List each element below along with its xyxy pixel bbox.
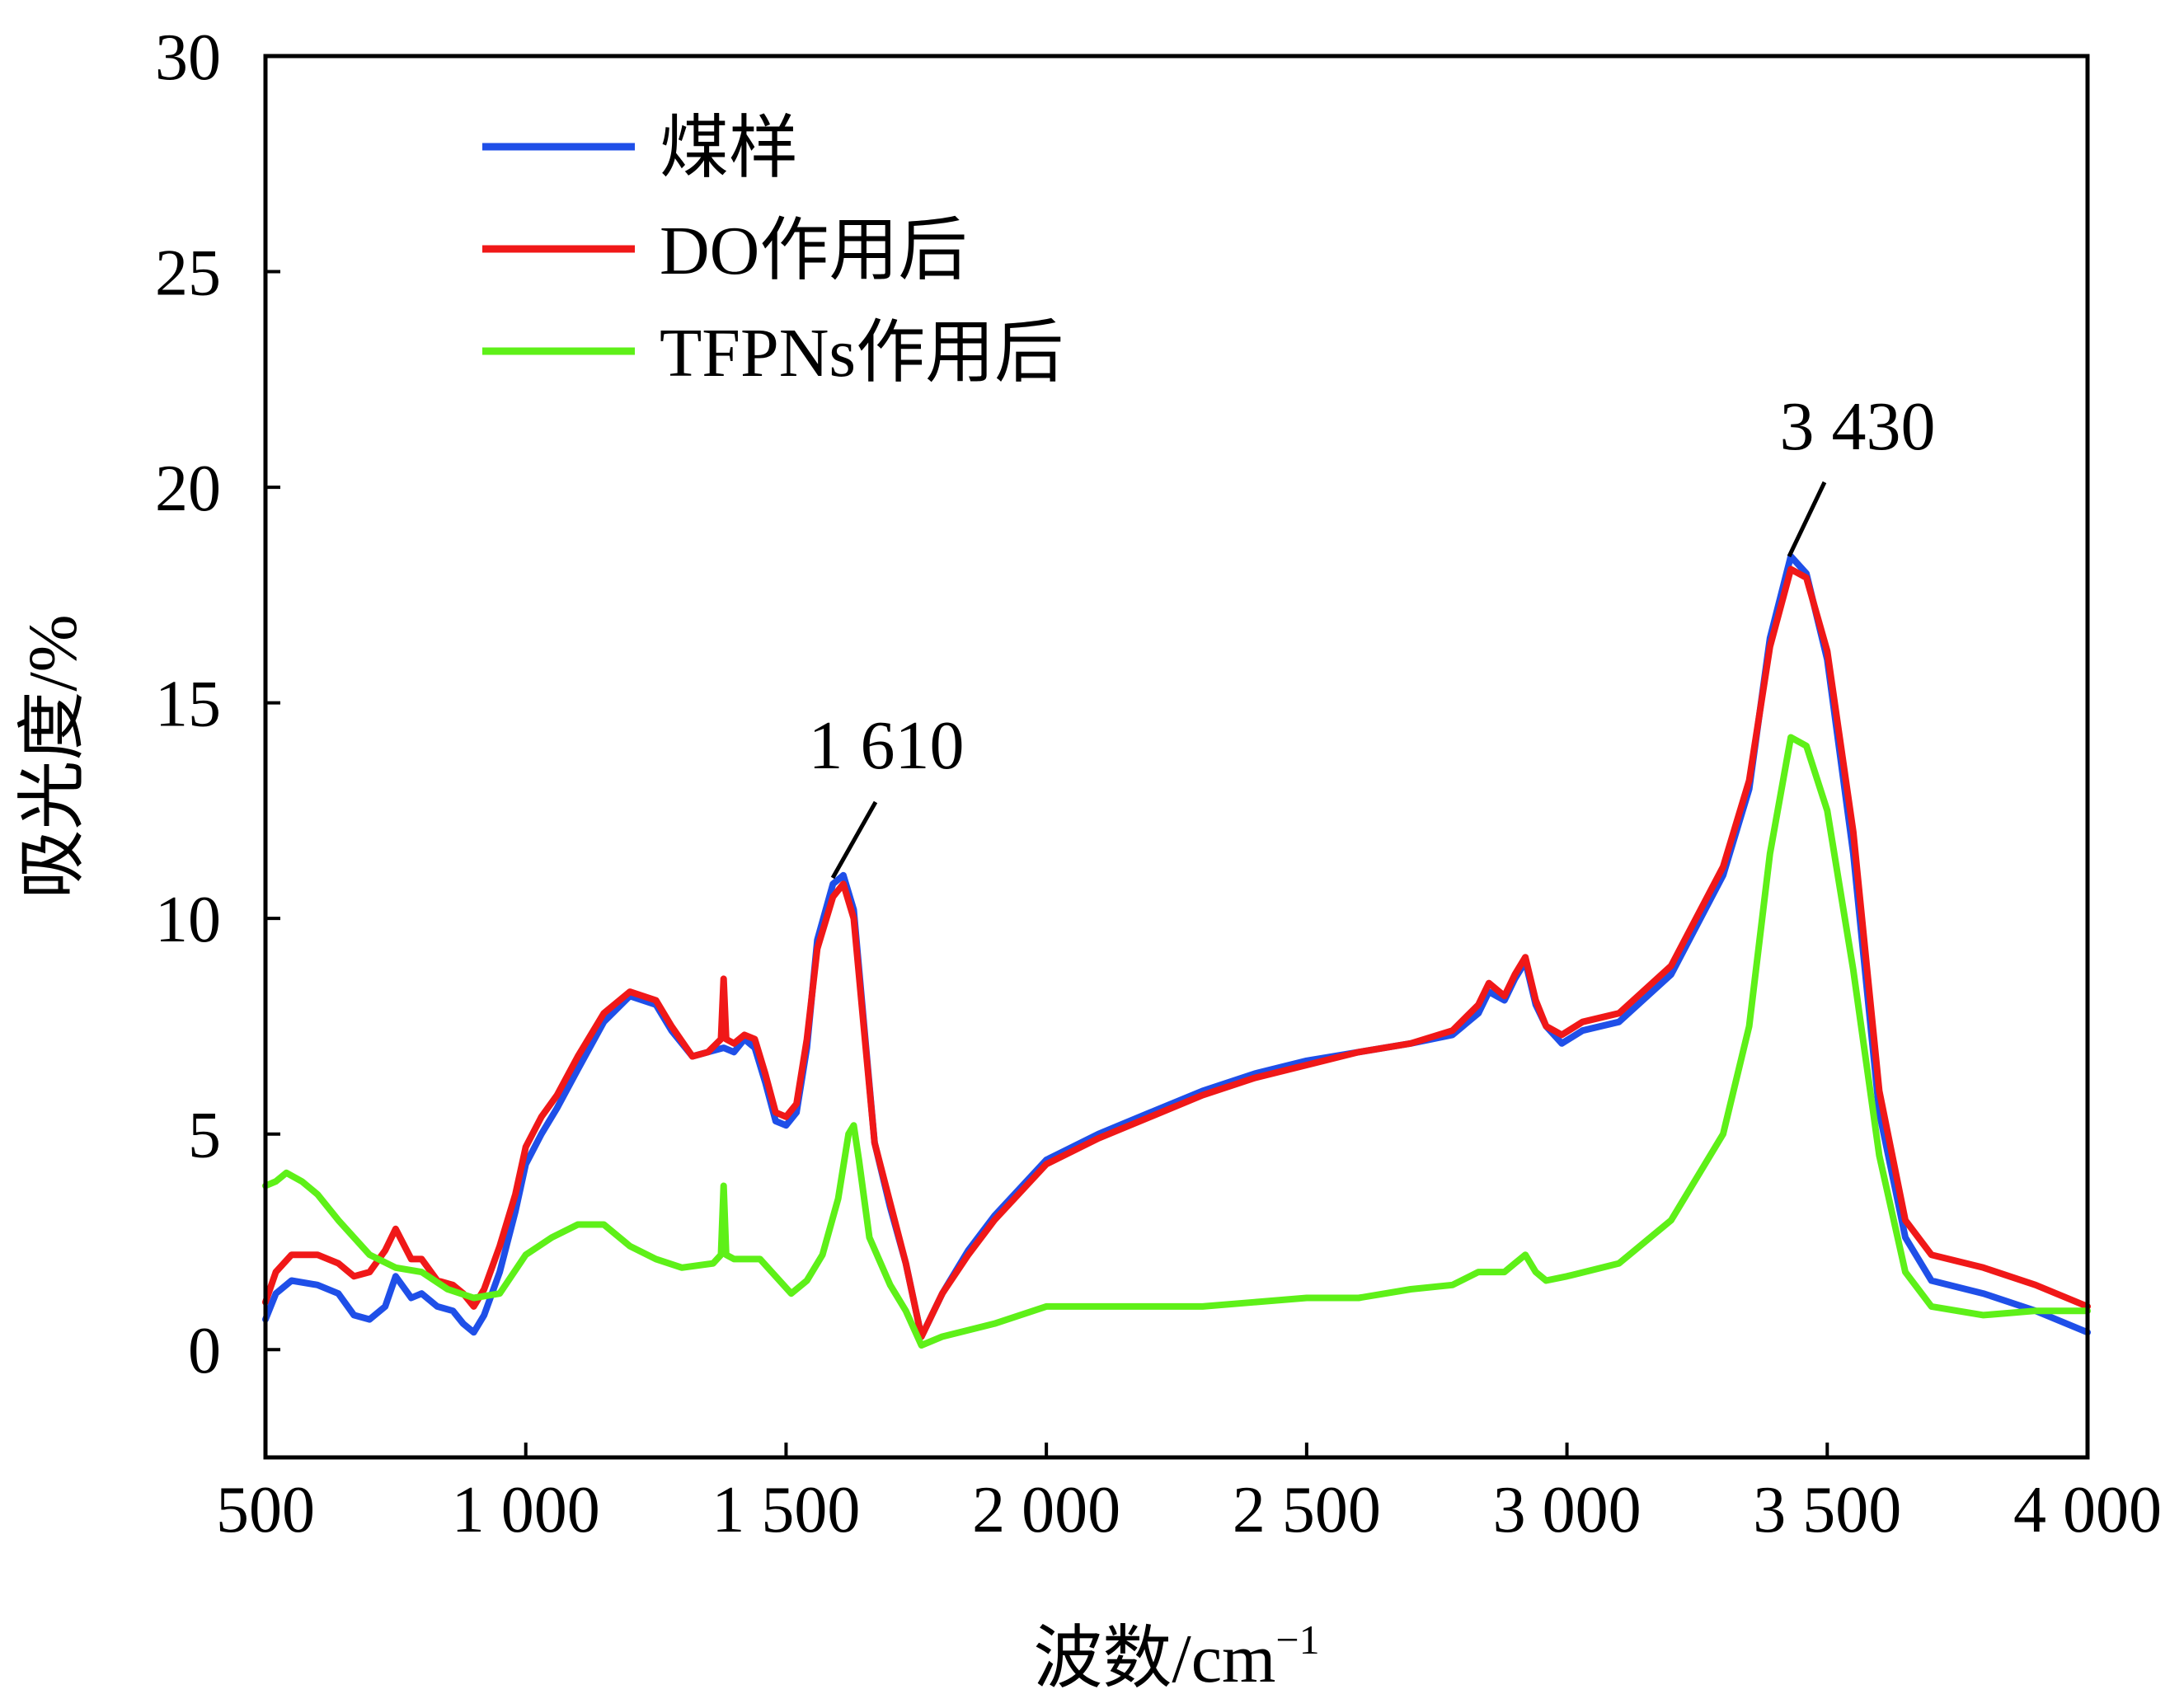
x-tick-label: 3 500 [1753, 1474, 1901, 1546]
y-tick-label: 15 [155, 669, 221, 741]
x-tick-label: 500 [216, 1474, 315, 1546]
x-axis-title: 波数/cm−1 [1033, 1616, 1319, 1697]
x-tick-label: 3 000 [1493, 1474, 1642, 1546]
y-tick-label: 5 [188, 1100, 221, 1172]
annotation-leader-line [1787, 481, 1827, 558]
y-tick-label: 30 [155, 21, 221, 94]
y-tick-label: 20 [155, 453, 221, 525]
x-tick-label: 1 500 [712, 1474, 860, 1546]
y-tick-label: 10 [155, 884, 221, 956]
plot-frame [263, 54, 2090, 1460]
x-axis-title-superscript: −1 [1275, 1616, 1319, 1663]
legend-label-3: TFPNs作用后 [660, 315, 1064, 392]
y-axis-title: 吸光度/% [15, 614, 92, 899]
y-axis-ticks: 0 5 10 15 20 25 30 [155, 21, 280, 1387]
x-axis-ticks: 500 1 000 1 500 2 000 2 500 3 000 3 500 4 000 [216, 1443, 2162, 1546]
x-tick-label: 2 500 [1233, 1474, 1381, 1546]
annotation-label: 3 430 [1780, 388, 1936, 465]
y-tick-label: 0 [188, 1315, 221, 1387]
x-tick-label: 2 000 [972, 1474, 1120, 1546]
series-layer [262, 552, 2091, 1349]
legend: 煤样 DO作用后 TFPNs作用后 [482, 110, 1064, 392]
x-tick-label: 1 000 [452, 1474, 600, 1546]
annotation-label: 1 610 [809, 707, 965, 784]
series-line-2 [262, 565, 2091, 1340]
x-tick-label: 4 000 [2013, 1474, 2162, 1546]
legend-label-2: DO作用后 [660, 213, 967, 289]
series-line-3 [262, 734, 2091, 1349]
axis-titles: 波数/cm−1 吸光度/% [15, 614, 1320, 1697]
y-tick-label: 25 [155, 237, 221, 310]
peak-annotations: 1 610 3 430 [809, 388, 1936, 880]
legend-label-1: 煤样 [660, 110, 798, 187]
annotation-leader-line [830, 800, 878, 880]
